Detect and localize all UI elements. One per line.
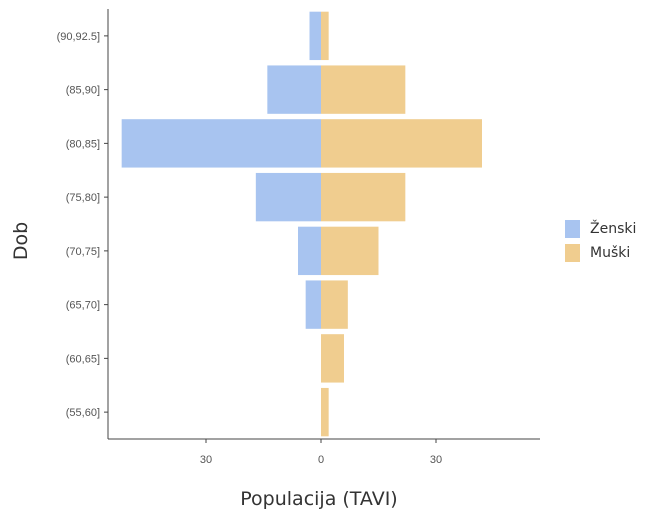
y-tick-label: (85,90]	[66, 85, 100, 97]
y-tick-label: (80,85]	[66, 138, 100, 150]
bar-zenski-6	[267, 65, 321, 113]
legend-swatch-zenski	[565, 220, 580, 238]
bar-zenski-3	[298, 227, 321, 275]
x-tick-label: 30	[200, 454, 212, 466]
bar-muski-1	[321, 334, 344, 382]
bar-zenski-4	[256, 173, 321, 221]
legend-label-muski: Muški	[590, 245, 630, 261]
x-axis-title: Populacija (TAVI)	[240, 488, 397, 510]
y-ticks-layer: (55,60] (60,65] (65,70] (70,75] (75,80] (80,8…	[57, 31, 108, 419]
y-tick-label: (55,60]	[66, 407, 100, 419]
y-tick-label: (65,70]	[66, 300, 100, 312]
x-tick-label: 30	[430, 454, 442, 466]
y-tick-label: (90,92.5]	[57, 31, 100, 43]
legend-swatch-muski	[565, 244, 580, 262]
x-ticks-layer: 30 0 30	[200, 439, 442, 466]
bar-muski-2	[321, 280, 348, 328]
bar-muski-7	[321, 12, 329, 60]
bar-muski-6	[321, 65, 405, 113]
x-tick-label: 0	[318, 454, 324, 466]
bars-layer	[122, 12, 482, 437]
y-tick-label: (75,80]	[66, 192, 100, 204]
legend-label-zenski: Ženski	[590, 219, 636, 237]
legend: Ženski Muški	[565, 219, 636, 262]
y-tick-label: (70,75]	[66, 246, 100, 258]
y-axis-title: Dob	[10, 222, 32, 260]
bar-muski-4	[321, 173, 405, 221]
bar-zenski-5	[122, 119, 321, 167]
bar-zenski-2	[306, 280, 321, 328]
bar-muski-5	[321, 119, 482, 167]
y-tick-label: (60,65]	[66, 353, 100, 365]
bar-zenski-7	[310, 12, 322, 60]
bar-muski-3	[321, 227, 379, 275]
bar-muski-0	[321, 388, 329, 436]
